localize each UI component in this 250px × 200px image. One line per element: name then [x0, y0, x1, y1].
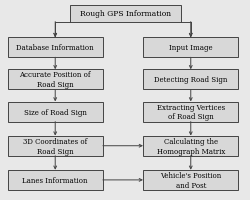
- Text: Calculating the
Homograph Matrix: Calculating the Homograph Matrix: [156, 137, 224, 155]
- FancyBboxPatch shape: [142, 38, 238, 58]
- FancyBboxPatch shape: [8, 170, 102, 190]
- FancyBboxPatch shape: [142, 70, 238, 90]
- FancyBboxPatch shape: [8, 136, 102, 156]
- FancyBboxPatch shape: [142, 136, 238, 156]
- FancyBboxPatch shape: [8, 38, 102, 58]
- FancyBboxPatch shape: [70, 5, 180, 22]
- Text: Accurate Position of
Road Sign: Accurate Position of Road Sign: [20, 71, 90, 89]
- Text: Size of Road Sign: Size of Road Sign: [24, 108, 86, 116]
- FancyBboxPatch shape: [142, 170, 238, 190]
- FancyBboxPatch shape: [142, 102, 238, 122]
- Text: Extracting Vertices
of Road Sign: Extracting Vertices of Road Sign: [156, 103, 224, 121]
- Text: Detecting Road Sign: Detecting Road Sign: [154, 76, 226, 84]
- Text: Rough GPS Information: Rough GPS Information: [80, 10, 170, 18]
- Text: Lanes Information: Lanes Information: [22, 176, 88, 184]
- Text: Vehicle's Position
and Post: Vehicle's Position and Post: [160, 171, 220, 189]
- Text: 3D Coordinates of
Road Sign: 3D Coordinates of Road Sign: [23, 137, 87, 155]
- Text: Input Image: Input Image: [168, 44, 212, 52]
- FancyBboxPatch shape: [8, 70, 102, 90]
- Text: Database Information: Database Information: [16, 44, 94, 52]
- FancyBboxPatch shape: [8, 102, 102, 122]
